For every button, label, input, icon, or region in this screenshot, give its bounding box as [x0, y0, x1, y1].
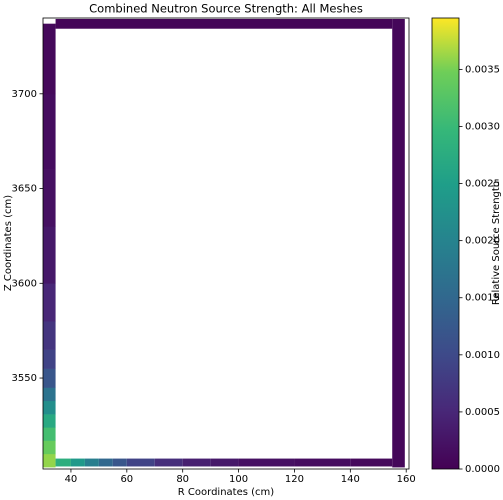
mesh-cell — [43, 283, 56, 322]
plot-frame — [42, 17, 410, 470]
colorbar-tick-label: 0.0005 — [465, 407, 500, 418]
x-tick-label: 80 — [176, 474, 189, 485]
y-tick-label: 3600 — [12, 278, 37, 289]
mesh-cell — [55, 458, 71, 467]
mesh-cell — [43, 349, 56, 369]
mesh-cell — [43, 400, 56, 415]
mesh-cell — [70, 458, 85, 467]
mesh-cell — [43, 169, 56, 227]
mesh-cell — [43, 414, 56, 428]
mesh-cell — [294, 458, 351, 467]
x-tick-label: 60 — [120, 474, 133, 485]
y-tick-label: 3550 — [12, 373, 37, 384]
colorbar-label: Relative Source Strength — [491, 181, 502, 305]
colorbar-tick-label: 0.0000 — [465, 464, 500, 475]
x-tick-label: 140 — [341, 474, 360, 485]
mesh-cell — [43, 387, 56, 402]
chart-title: Combined Neutron Source Strength: All Me… — [89, 2, 363, 16]
mesh-cell — [43, 440, 56, 455]
colorbar-tick-label: 0.0010 — [465, 350, 500, 361]
colorbar-tick-label: 0.0025 — [465, 179, 500, 190]
mesh-cell — [126, 458, 155, 467]
mesh-cell — [182, 458, 211, 467]
x-axis-label: R Coordinates (cm) — [178, 487, 274, 498]
mesh-cell — [238, 458, 295, 467]
colorbar-tick-label: 0.0020 — [465, 236, 500, 247]
mesh-cell — [350, 458, 393, 467]
mesh-cell — [392, 18, 405, 468]
mesh-cell — [43, 453, 56, 468]
colorbar — [431, 17, 460, 470]
mesh-cell — [154, 458, 183, 467]
mesh-cell — [43, 427, 56, 441]
mesh-cell — [98, 458, 113, 467]
mesh-cell — [43, 368, 56, 388]
colorbar-tick-label: 0.0030 — [465, 121, 500, 132]
mesh-cell — [43, 226, 56, 284]
mesh-cell — [55, 18, 393, 29]
mesh-cell — [43, 321, 56, 350]
x-tick-label: 160 — [397, 474, 416, 485]
mesh-cell — [210, 458, 239, 467]
y-axis-label: Z Coordinates (cm) — [3, 195, 14, 291]
x-tick-label: 120 — [285, 474, 304, 485]
colorbar-tick-label: 0.0035 — [465, 64, 500, 75]
colorbar-tick-label: 0.0015 — [465, 293, 500, 304]
mesh-cell — [84, 458, 99, 467]
mesh-cell — [43, 93, 56, 170]
mesh-cell — [112, 458, 127, 467]
mesh-cell — [43, 23, 56, 95]
x-tick-label: 100 — [229, 474, 248, 485]
y-tick-label: 3650 — [12, 184, 37, 195]
y-tick-label: 3700 — [12, 89, 37, 100]
x-tick-label: 40 — [65, 474, 78, 485]
